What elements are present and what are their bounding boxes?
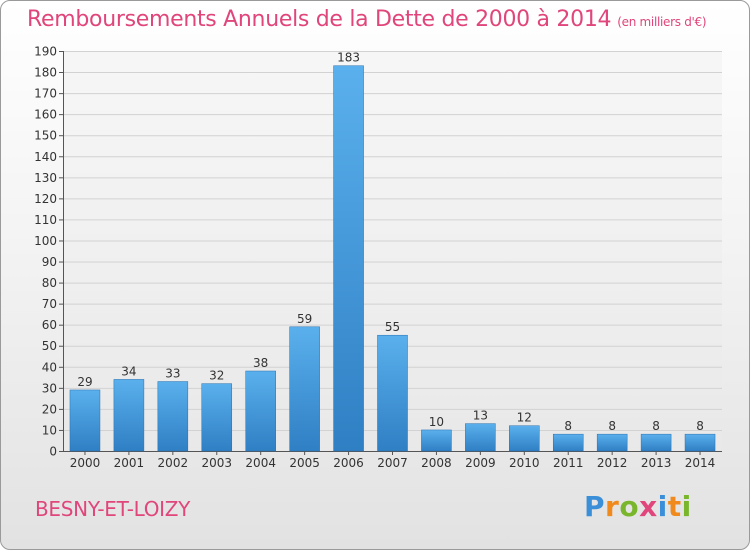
chart-title: Remboursements Annuels de la Dette de 20…: [27, 7, 707, 32]
chart-unit: (en milliers d'€): [617, 15, 707, 29]
x-tick-label: 2006: [333, 456, 364, 470]
data-label: 10: [429, 415, 444, 429]
data-label: 55: [385, 320, 400, 334]
x-tick-label: 2005: [289, 456, 320, 470]
x-tick-label: 2008: [421, 456, 452, 470]
logo-letter: o: [619, 490, 640, 523]
data-label: 8: [652, 419, 660, 433]
y-tick-label: 20: [42, 402, 57, 416]
y-tick-label: 60: [42, 318, 57, 332]
y-tick-label: 100: [34, 234, 57, 248]
bar: [509, 425, 540, 452]
x-tick-label: 2000: [70, 456, 101, 470]
bar: [377, 334, 408, 452]
bar: [465, 423, 496, 452]
bar: [684, 433, 716, 452]
logo-letter: t: [667, 490, 682, 523]
data-label: 8: [564, 419, 572, 433]
bar: [596, 433, 628, 452]
bar: [552, 433, 584, 452]
logo-letter: r: [605, 490, 620, 523]
y-tick-label: 90: [42, 255, 57, 269]
y-tick-label: 110: [34, 213, 57, 227]
y-tick-label: 130: [34, 171, 57, 185]
data-label: 183: [337, 51, 360, 65]
y-tick-label: 30: [42, 381, 57, 395]
bar: [640, 433, 672, 452]
data-label: 32: [209, 369, 224, 383]
x-tick-label: 2009: [465, 456, 496, 470]
bar: [157, 381, 189, 452]
logo-letter: i: [681, 490, 692, 523]
x-tick-label: 2003: [201, 456, 232, 470]
x-tick-label: 2012: [597, 456, 628, 470]
logo-letter: x: [639, 490, 658, 523]
x-tick-label: 2010: [509, 456, 540, 470]
data-label: 8: [608, 419, 616, 433]
bar: [245, 370, 276, 452]
data-label: 34: [121, 364, 136, 378]
logo-letter: P: [584, 490, 606, 523]
bar: [69, 389, 101, 452]
data-label: 59: [297, 312, 312, 326]
data-label: 38: [253, 356, 268, 370]
bar: [201, 383, 233, 452]
data-label: 29: [77, 375, 92, 389]
y-tick-label: 10: [42, 423, 57, 437]
x-tick-label: 2013: [641, 456, 672, 470]
commune-name: BESNY-ET-LOIZY: [35, 497, 191, 521]
y-tick-label: 150: [34, 129, 57, 143]
y-tick-label: 0: [49, 445, 57, 459]
x-tick-label: 2001: [114, 456, 145, 470]
y-tick-label: 140: [34, 150, 57, 164]
bar: [333, 65, 364, 452]
x-tick-label: 2007: [377, 456, 408, 470]
y-tick-label: 120: [34, 192, 57, 206]
x-tick-label: 2002: [158, 456, 189, 470]
y-tick-label: 180: [34, 66, 57, 80]
x-tick-label: 2004: [245, 456, 276, 470]
proxiti-logo: Proxiti: [584, 490, 692, 523]
bar: [113, 379, 145, 452]
data-label: 8: [696, 419, 704, 433]
y-tick-label: 40: [42, 360, 57, 374]
y-tick-label: 70: [42, 297, 57, 311]
data-label: 33: [165, 367, 180, 381]
data-label: 12: [517, 411, 532, 425]
x-tick-label: 2011: [553, 456, 584, 470]
x-tick-label: 2014: [685, 456, 716, 470]
bar: [421, 429, 452, 452]
y-tick-label: 50: [42, 339, 57, 353]
chart-title-text: Remboursements Annuels de la Dette de 20…: [27, 7, 612, 32]
y-tick-label: 160: [34, 108, 57, 122]
y-tick-label: 190: [34, 45, 57, 59]
y-tick-label: 170: [34, 87, 57, 101]
logo-letter: i: [657, 490, 668, 523]
bar: [289, 326, 320, 452]
data-label: 13: [473, 409, 488, 423]
y-tick-label: 80: [42, 276, 57, 290]
